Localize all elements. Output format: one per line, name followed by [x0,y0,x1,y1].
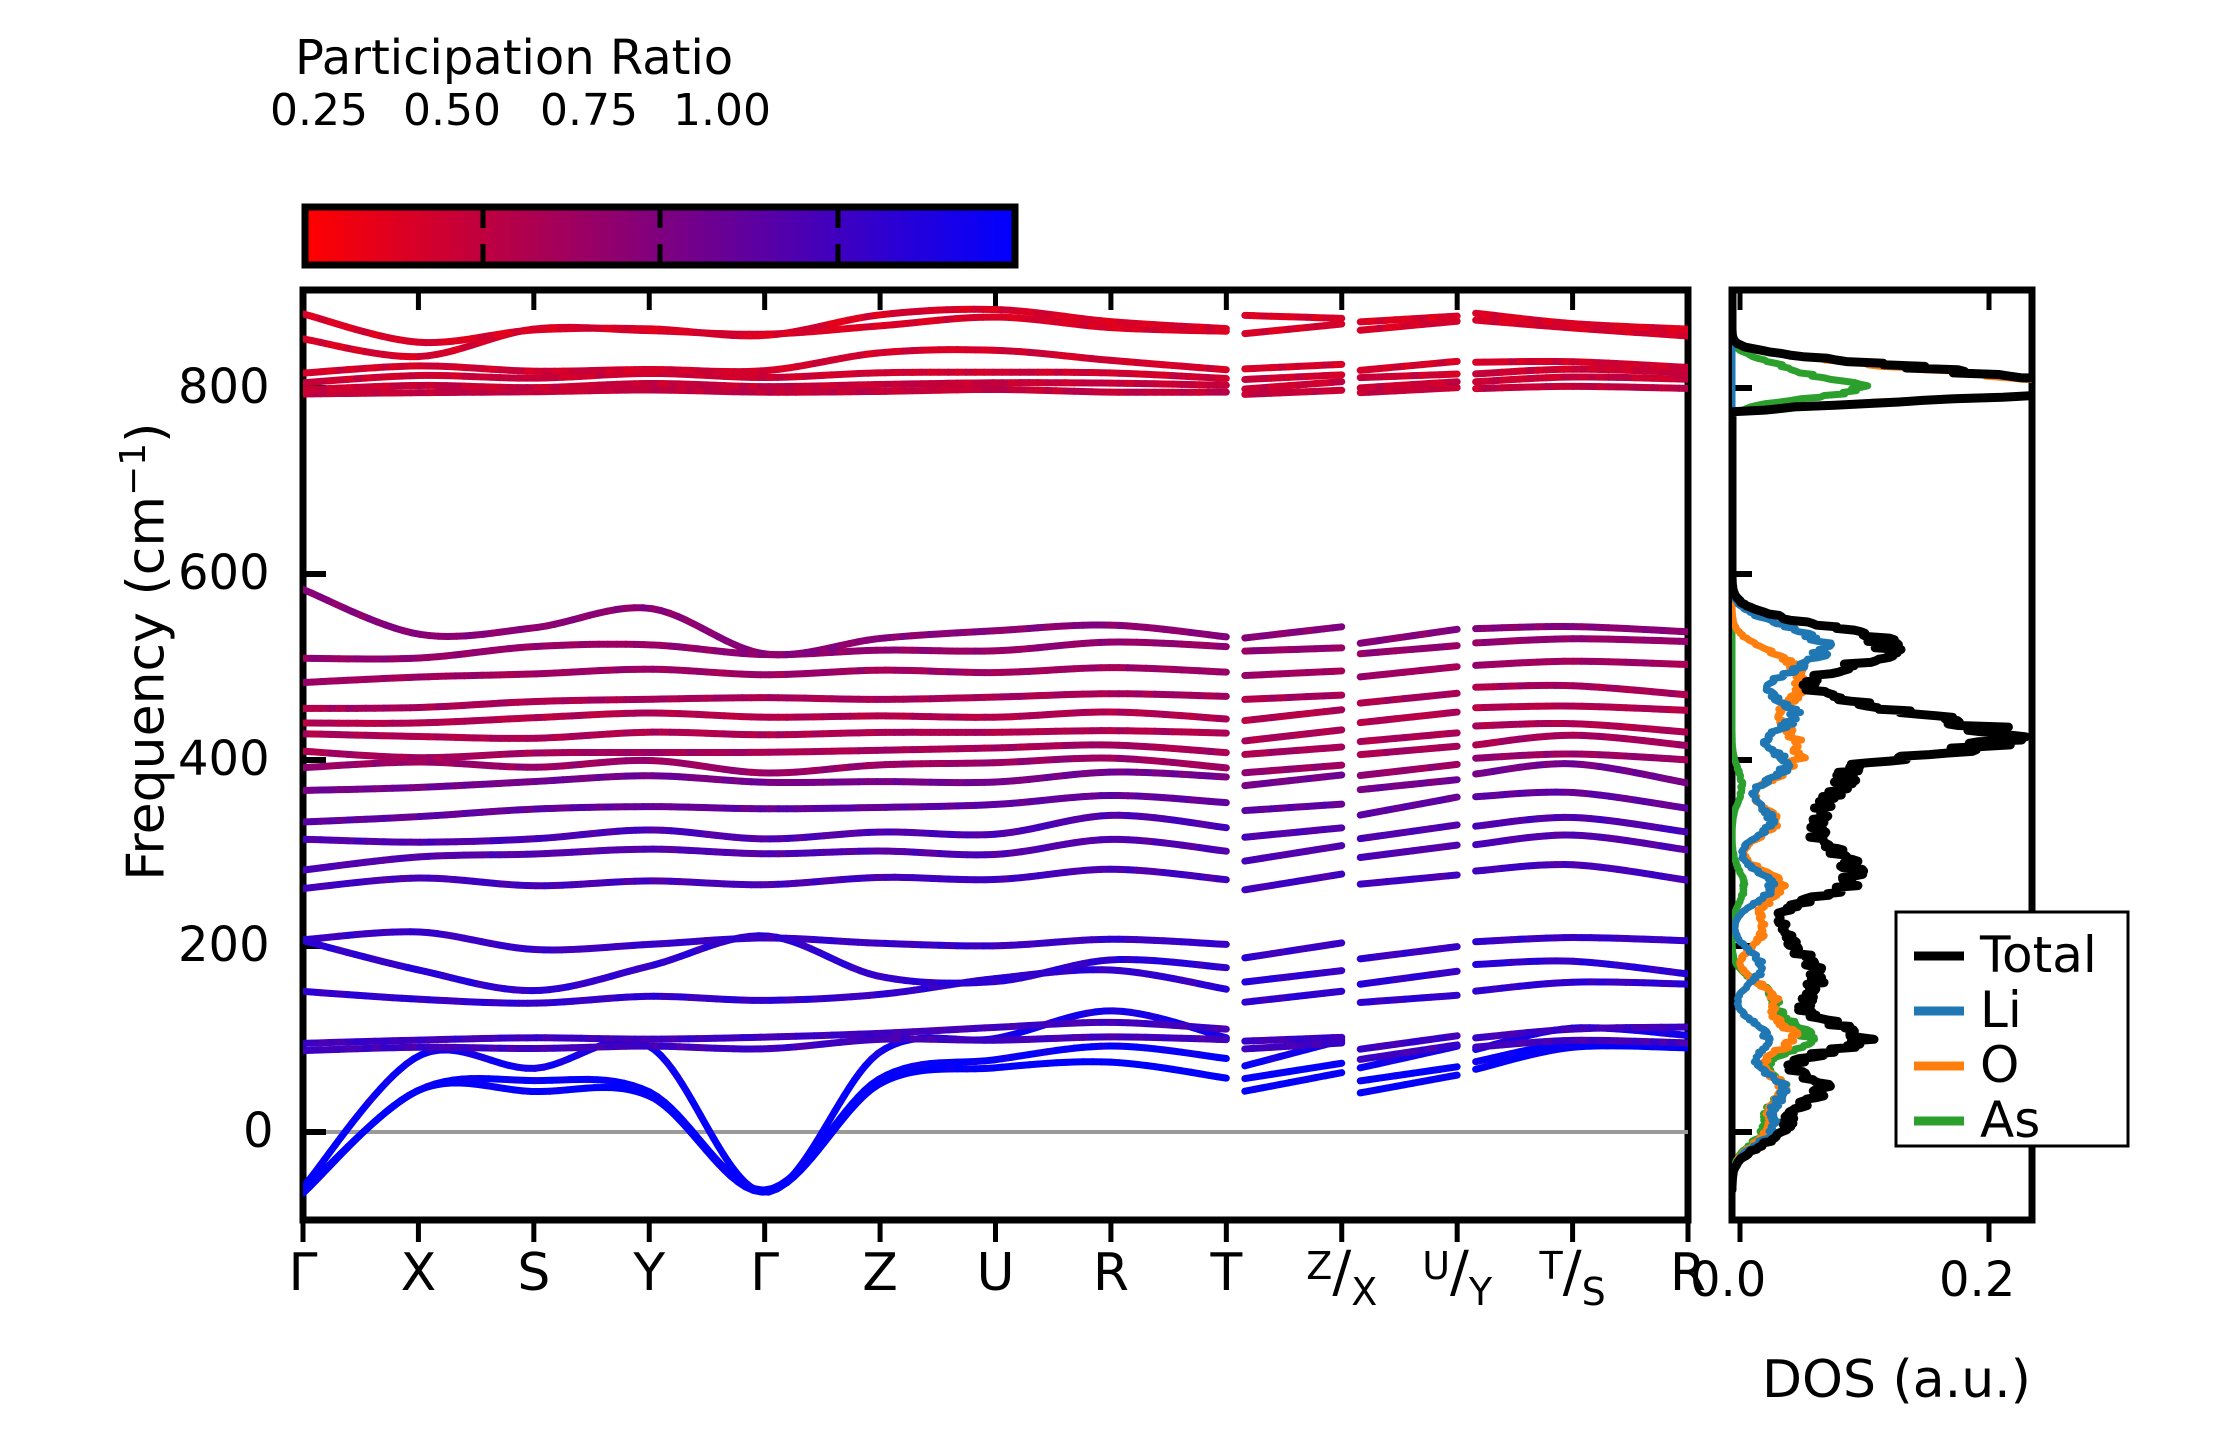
bands-x-ticks [300,290,1691,1242]
colorbar-tick-0: 0.25 [270,85,368,136]
colorbar-tick-1: 0.50 [403,85,501,136]
xtick-denominator: X [1351,1270,1378,1314]
bands-ytick-0: 0 [243,1103,274,1159]
xtick-slash: / [1450,1240,1469,1305]
bands-xtick-6: U [976,1243,1015,1303]
dos-legend [1894,910,2130,1148]
legend-label-as: As [1980,1091,2041,1149]
bands-xtick-0: Γ [288,1243,318,1303]
bands-ytick-600: 600 [178,545,270,601]
bands-xtick-5: Z [862,1243,898,1303]
colorbar-title: Participation Ratio [295,30,734,86]
xtick-denominator: S [1581,1270,1606,1314]
colorbar-tick-3: 1.00 [673,85,771,136]
dos-xtick-0: 0.0 [1690,1252,1767,1308]
ylabel-text: Frequency (cm−1) [113,422,177,881]
legend-box [1894,910,2130,1148]
xtick-slash: / [1562,1240,1582,1305]
bands-xtick-8: T [1210,1243,1243,1303]
dos-curve-o [1732,290,2032,1194]
bands-xtick-2: S [517,1243,551,1303]
xtick-numerator: T [1539,1244,1563,1288]
bands-xtick-1: X [400,1243,437,1303]
dos-x-axis-label: DOS (a.u.) [1762,1350,2031,1410]
bands-xtick-11: T/S [1521,1240,1625,1314]
bands-xtick-3: Y [633,1243,666,1303]
xtick-numerator: U [1422,1244,1451,1288]
dos-curve-li [1732,290,1835,1194]
xtick-slash: / [1332,1240,1352,1305]
dos-x-ticks [1737,290,1992,1242]
colorbar-group [301,203,1019,269]
legend-label-total: Total [1980,926,2097,984]
colorbar-ticks [480,207,841,265]
dos-curve-as [1732,290,1872,1194]
bands-xtick-12: R [1669,1243,1707,1303]
legend-label-o: O [1980,1036,2020,1094]
bands-xtick-9: Z/X [1290,1240,1394,1314]
bands-y-axis-label: Frequency (cm-1) Frequency (cm−1) [113,372,176,932]
band-curves [303,305,1688,1197]
xtick-numerator: Z [1306,1244,1333,1288]
legend-label-li: Li [1980,981,2022,1039]
bands-ytick-800: 800 [178,359,270,415]
xtick-denominator: Y [1468,1270,1493,1314]
bands-xtick-7: R [1092,1243,1129,1303]
colorbar-tick-2: 0.75 [540,85,638,136]
bands-xtick-4: Γ [750,1243,780,1303]
bands-xtick-10: U/Y [1405,1240,1509,1314]
dos-curve-total [1732,290,2032,1195]
dos-curves [1732,290,2032,1195]
bands-ytick-400: 400 [178,731,270,787]
bands-ytick-200: 200 [178,917,270,973]
dos-xtick-1: 0.2 [1939,1252,2016,1308]
